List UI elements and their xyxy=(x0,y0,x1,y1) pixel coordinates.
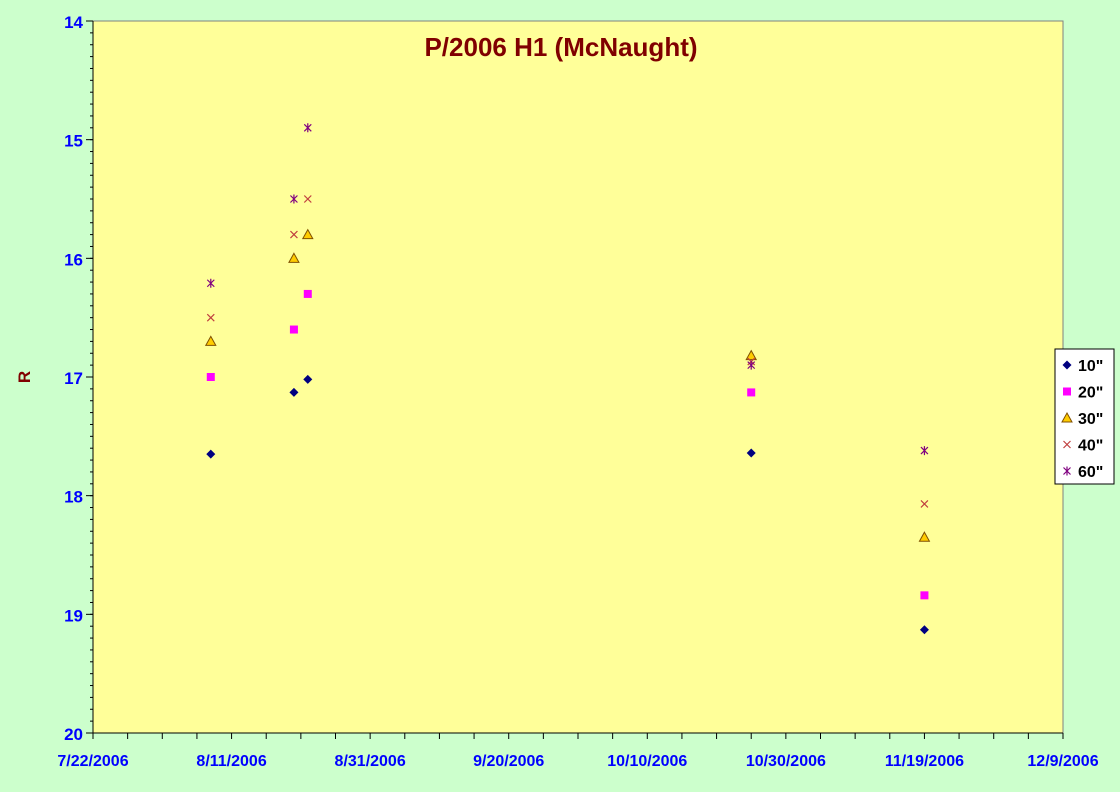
legend-marker-4 xyxy=(1063,440,1071,449)
legend-marker-2 xyxy=(1063,387,1071,396)
x-tick-label: 9/20/2006 xyxy=(473,753,544,770)
y-tick-label: 14 xyxy=(64,13,83,32)
x-tick-label: 12/9/2006 xyxy=(1027,753,1098,770)
legend-label-5: 60" xyxy=(1078,464,1103,481)
data-point-series-3 xyxy=(204,335,217,346)
x-tick-label: 10/30/2006 xyxy=(746,753,826,770)
legend-label-1: 10" xyxy=(1078,358,1103,375)
data-point-series-2 xyxy=(206,373,215,381)
y-tick-label: 15 xyxy=(64,132,83,151)
data-point-series-3 xyxy=(745,349,758,361)
data-point-series-1 xyxy=(289,387,299,397)
legend: 10" 20" 30" 40" 60" xyxy=(1054,348,1115,485)
x-tick-label: 11/19/2006 xyxy=(885,753,964,770)
data-point-series-2 xyxy=(289,325,298,334)
data-point-series-4 xyxy=(206,313,215,322)
data-point-series-1 xyxy=(303,374,313,384)
chart-title: P/2006 H1 (McNaught) xyxy=(424,32,697,62)
data-point-series-2 xyxy=(920,591,929,600)
x-axis-ticks: 7/22/2006 8/11/2006 8/31/2006 9/20/2006 10/1… xyxy=(57,733,1099,770)
x-tick-label: 7/22/2006 xyxy=(57,753,128,770)
y-tick-label: 17 xyxy=(64,369,83,388)
legend-marker-5 xyxy=(1063,466,1071,476)
legend-marker-3 xyxy=(1061,411,1073,423)
data-point-series-3 xyxy=(301,228,314,240)
data-point-series-5 xyxy=(747,360,756,370)
data-point-series-2 xyxy=(747,388,756,397)
data-points xyxy=(204,123,931,635)
x-tick-label: 10/10/2006 xyxy=(607,753,687,770)
y-tick-label: 19 xyxy=(64,606,83,625)
y-tick-label: 18 xyxy=(64,488,83,507)
data-point-series-5 xyxy=(290,194,298,204)
y-axis-label: R xyxy=(15,371,34,383)
data-point-series-1 xyxy=(206,449,216,459)
data-point-series-3 xyxy=(288,252,300,263)
plot-area xyxy=(92,20,1064,734)
legend-marker-1 xyxy=(1062,360,1072,370)
data-point-series-5 xyxy=(303,123,312,133)
y-tick-label: 16 xyxy=(64,250,83,269)
y-tick-label: 20 xyxy=(64,725,83,744)
legend-label-3: 30" xyxy=(1078,411,1103,428)
data-point-series-4 xyxy=(303,195,312,203)
data-point-series-4 xyxy=(290,230,298,239)
data-point-series-2 xyxy=(303,289,312,298)
legend-label-2: 20" xyxy=(1078,385,1103,402)
y-axis-ticks: 14 15 16 17 18 19 20 xyxy=(64,13,93,744)
data-point-series-3 xyxy=(918,531,931,542)
x-tick-label: 8/31/2006 xyxy=(335,753,406,770)
data-point-series-1 xyxy=(919,625,929,635)
x-tick-label: 8/11/2006 xyxy=(196,753,266,770)
data-point-series-4 xyxy=(920,500,929,508)
data-point-series-5 xyxy=(206,278,215,288)
data-point-series-5 xyxy=(920,446,929,456)
legend-label-4: 40" xyxy=(1078,438,1103,455)
data-point-series-1 xyxy=(746,448,756,458)
